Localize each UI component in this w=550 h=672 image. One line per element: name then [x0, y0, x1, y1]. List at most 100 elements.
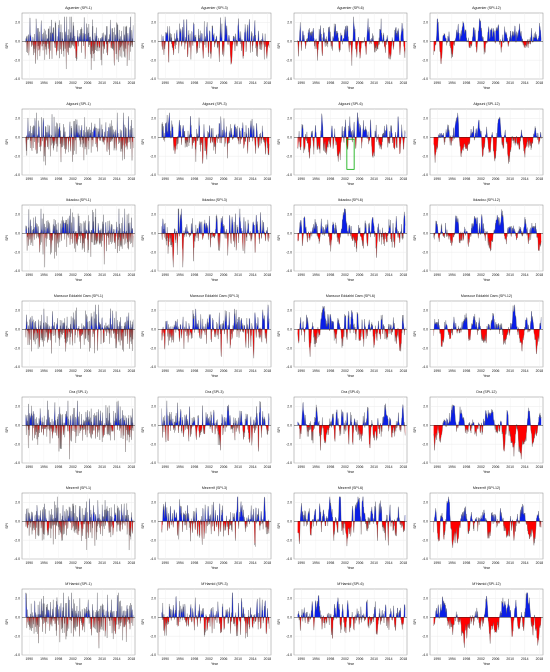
- x-tick-label: 2018: [400, 81, 408, 85]
- x-tick-label: 1998: [55, 465, 63, 469]
- dry-area: [297, 617, 406, 639]
- x-tick-label: 2014: [113, 657, 121, 661]
- x-tick-label: 2006: [492, 561, 500, 565]
- x-tick-label: 1990: [26, 561, 34, 565]
- y-axis-label: SPI: [277, 619, 281, 625]
- x-tick-label: 2006: [84, 273, 92, 277]
- y-tick-label: -2.0: [286, 58, 292, 62]
- panel-title: M'Hamid (SPI-3): [201, 582, 227, 586]
- y-tick-label: -4.0: [150, 653, 156, 657]
- x-tick-label: 2010: [370, 561, 378, 565]
- panel-title: Aguenier (SPI-6): [337, 6, 364, 10]
- x-tick-label: 2018: [128, 273, 136, 277]
- y-tick-label: 2.0: [15, 501, 20, 505]
- x-tick-label: 1998: [55, 369, 63, 373]
- x-tick-label: 1998: [191, 465, 199, 469]
- x-tick-label: 1994: [312, 177, 320, 181]
- y-axis-label: SPI: [5, 523, 9, 529]
- x-tick-label: 2006: [220, 561, 228, 565]
- x-tick-label: 2006: [356, 369, 364, 373]
- spi-panel: Aguenier (SPI-3) 2.0 0.0 -2.0 -4.0 1990 1994 19…: [141, 6, 272, 90]
- x-tick-label: 2006: [492, 465, 500, 469]
- y-tick-label: -4.0: [286, 461, 292, 465]
- y-tick-label: 0.0: [15, 135, 20, 139]
- spi-panel: Aguenier (SPI-12) 2.0 0.0 -2.0 -4.0 1990 1994 1…: [413, 6, 544, 90]
- x-axis-label: Year: [75, 662, 83, 666]
- x-tick-label: 1998: [463, 81, 471, 85]
- spi-panel: Mezerrif (SPI-1) 2.0 0.0 -2.0 -4.0 1990 1994 19…: [5, 486, 136, 570]
- y-tick-label: -2.0: [422, 346, 428, 350]
- y-axis-label: SPI: [413, 619, 417, 625]
- y-tick-label: -2.0: [14, 538, 20, 542]
- spi-panel: Mezerrif (SPI-3) 2.0 0.0 -2.0 -4.0 1990 1994 19…: [141, 486, 272, 570]
- x-tick-label: 1990: [434, 369, 442, 373]
- x-tick-label: 2006: [220, 369, 228, 373]
- spi-panel: Mansour Eddahbi Dam (SPI-12) 2.0 0.0 -2.0 -4…: [413, 294, 544, 378]
- x-tick-label: 2018: [128, 465, 136, 469]
- y-tick-label: 0.0: [151, 423, 156, 427]
- x-tick-label: 2014: [385, 177, 393, 181]
- x-tick-label: 2014: [249, 465, 257, 469]
- x-tick-label: 1990: [26, 81, 34, 85]
- y-tick-label: 0.0: [287, 615, 292, 619]
- x-tick-label: 1998: [55, 273, 63, 277]
- x-tick-label: 2002: [477, 465, 485, 469]
- x-tick-label: 2014: [113, 561, 121, 565]
- x-tick-label: 2010: [506, 81, 514, 85]
- panel-title: Algouni (SPI-1): [66, 102, 90, 106]
- y-tick-label: -4.0: [14, 77, 20, 81]
- x-tick-label: 2006: [84, 81, 92, 85]
- x-tick-label: 2010: [506, 561, 514, 565]
- x-tick-label: 1994: [40, 369, 48, 373]
- y-tick-label: -2.0: [14, 250, 20, 254]
- x-tick-label: 2014: [385, 657, 393, 661]
- dry-area: [25, 425, 134, 460]
- y-axis-label: SPI: [141, 331, 145, 337]
- x-axis-label: Year: [347, 566, 355, 570]
- x-axis-label: Year: [211, 662, 219, 666]
- spi-line: [25, 208, 134, 268]
- y-tick-label: 2.0: [287, 597, 292, 601]
- x-tick-label: 1994: [312, 465, 320, 469]
- x-axis-label: Year: [211, 278, 219, 282]
- y-tick-label: -4.0: [14, 269, 20, 273]
- y-tick-label: 0.0: [423, 327, 428, 331]
- y-tick-label: 2.0: [287, 117, 292, 121]
- x-axis-label: Year: [75, 278, 83, 282]
- x-tick-label: 2014: [521, 177, 529, 181]
- x-tick-label: 1990: [298, 369, 306, 373]
- panel-title: Mansour Eddahbi Dam (SPI-12): [461, 294, 512, 298]
- y-tick-label: -4.0: [422, 77, 428, 81]
- y-tick-label: 0.0: [151, 39, 156, 43]
- y-tick-label: 2.0: [151, 501, 156, 505]
- x-tick-label: 2018: [264, 561, 272, 565]
- spi-line: [433, 592, 542, 648]
- x-tick-label: 2002: [477, 273, 485, 277]
- x-tick-label: 2010: [370, 465, 378, 469]
- x-tick-label: 2010: [234, 561, 242, 565]
- x-tick-label: 2014: [249, 273, 257, 277]
- x-tick-label: 1994: [176, 81, 184, 85]
- y-axis-label: SPI: [413, 139, 417, 145]
- x-tick-label: 1998: [327, 177, 335, 181]
- y-axis-label: SPI: [5, 139, 9, 145]
- panel-title: Ikkadou (SPI-3): [202, 198, 227, 202]
- x-axis-label: Year: [347, 278, 355, 282]
- x-tick-label: 1998: [55, 81, 63, 85]
- dry-area: [161, 233, 270, 268]
- y-tick-label: -2.0: [286, 634, 292, 638]
- x-axis-label: Year: [75, 374, 83, 378]
- y-tick-label: -2.0: [150, 538, 156, 542]
- x-tick-label: 1998: [191, 561, 199, 565]
- x-tick-label: 2010: [98, 657, 106, 661]
- y-axis-label: SPI: [141, 523, 145, 529]
- panel-title: Dra (SPI-6): [341, 390, 359, 394]
- x-tick-label: 1990: [26, 657, 34, 661]
- x-tick-label: 2006: [84, 177, 92, 181]
- x-axis-label: Year: [75, 566, 83, 570]
- y-tick-label: -2.0: [286, 250, 292, 254]
- spi-line: [161, 304, 270, 359]
- x-tick-label: 2006: [356, 273, 364, 277]
- x-tick-label: 2010: [506, 273, 514, 277]
